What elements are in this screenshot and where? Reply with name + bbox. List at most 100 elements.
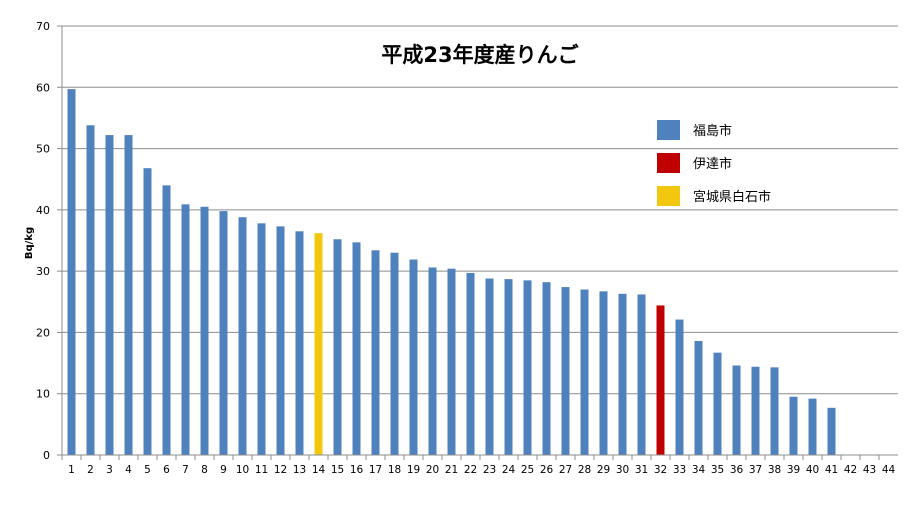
x-tick-label: 6: [163, 464, 170, 476]
bar-20: [428, 267, 437, 455]
x-tick-label: 4: [125, 464, 132, 476]
bar-36: [732, 365, 741, 455]
x-tick-label: 32: [654, 464, 667, 476]
x-tick-label: 13: [293, 464, 306, 476]
x-tick-label: 2: [87, 464, 94, 476]
bar-38: [770, 367, 779, 455]
x-tick-label: 35: [711, 464, 724, 476]
x-tick-label: 8: [201, 464, 208, 476]
x-tick-label: 3: [106, 464, 113, 476]
bar-29: [599, 291, 608, 455]
y-tick-label: 10: [36, 388, 50, 401]
axes: [57, 25, 898, 460]
bar-4: [124, 135, 133, 456]
bar-1: [67, 89, 76, 456]
x-tick-label: 30: [616, 464, 629, 476]
x-tick-label: 31: [635, 464, 648, 476]
x-tick-label: 9: [220, 464, 227, 476]
bar-6: [162, 185, 171, 456]
bar-3: [105, 135, 114, 456]
bar-11: [257, 223, 266, 455]
x-tick-label: 37: [749, 464, 762, 476]
bar-15: [333, 239, 342, 455]
bar-26: [542, 282, 551, 455]
y-tick-label: 20: [36, 326, 50, 339]
x-tick-label: 28: [578, 464, 591, 476]
x-tick-label: 41: [825, 464, 838, 476]
bar-24: [504, 279, 513, 455]
x-tick-label: 16: [350, 464, 364, 476]
x-tick-label: 12: [274, 464, 287, 476]
x-tick-label: 25: [521, 464, 534, 476]
x-tick-label: 14: [312, 464, 326, 476]
x-tick-label: 33: [673, 464, 686, 476]
bar-33: [675, 319, 684, 455]
y-tick-label: 60: [36, 81, 50, 94]
bar-40: [808, 398, 817, 455]
bar-34: [694, 341, 703, 455]
legend-swatch-1: [657, 153, 680, 173]
legend-swatch-2: [657, 186, 680, 206]
legend-label-2: 宮城県白石市: [693, 189, 771, 205]
bar-35: [713, 352, 722, 455]
x-tick-label: 22: [464, 464, 477, 476]
bar-13: [295, 231, 304, 455]
x-tick-label: 29: [597, 464, 610, 476]
x-tick-label: 1: [68, 464, 75, 476]
bar-14: [314, 233, 323, 455]
y-tick-label: 50: [36, 143, 50, 156]
x-tick-label: 11: [255, 464, 268, 476]
bar-12: [276, 226, 285, 455]
x-tick-label: 17: [369, 464, 382, 476]
x-tick-label: 7: [182, 464, 189, 476]
x-tick-label: 36: [730, 464, 744, 476]
bar-25: [523, 280, 532, 455]
bars: [67, 89, 836, 456]
bar-32: [656, 305, 665, 455]
chart-title: 平成23年度産りんご: [381, 43, 578, 67]
y-tick-label: 40: [36, 204, 50, 217]
bar-2: [86, 125, 95, 455]
x-tick-label: 40: [806, 464, 819, 476]
bar-31: [637, 294, 646, 455]
bar-7: [181, 204, 190, 455]
x-tick-label: 19: [407, 464, 420, 476]
x-tick-label: 21: [445, 464, 458, 476]
y-tick-label: 70: [36, 20, 50, 33]
bar-39: [789, 396, 798, 455]
x-tick-label: 27: [559, 464, 572, 476]
x-tick-label: 26: [540, 464, 554, 476]
legend-swatch-0: [657, 120, 680, 140]
bar-23: [485, 278, 494, 455]
x-tick-label: 38: [768, 464, 781, 476]
y-tick-label: 30: [36, 265, 50, 278]
bar-30: [618, 293, 627, 455]
bar-16: [352, 242, 361, 455]
x-tick-label: 42: [844, 464, 857, 476]
x-tick-label: 34: [692, 464, 706, 476]
x-tick-label: 10: [236, 464, 249, 476]
bar-41: [827, 407, 836, 455]
x-tick-label: 44: [882, 464, 896, 476]
x-tick-label: 24: [502, 464, 516, 476]
x-tick-label: 23: [483, 464, 496, 476]
bar-19: [409, 259, 418, 455]
x-tick-label: 39: [787, 464, 800, 476]
x-tick-label: 18: [388, 464, 401, 476]
bar-27: [561, 287, 570, 455]
bar-8: [200, 206, 209, 455]
x-tick-label: 5: [144, 464, 151, 476]
bar-21: [447, 268, 456, 455]
bar-17: [371, 250, 380, 455]
x-tick-label: 15: [331, 464, 344, 476]
bar-10: [238, 217, 247, 455]
x-tick-label: 43: [863, 464, 876, 476]
legend-label-0: 福島市: [693, 123, 732, 139]
x-tick-label: 20: [426, 464, 439, 476]
bar-18: [390, 252, 399, 455]
bar-28: [580, 289, 589, 455]
